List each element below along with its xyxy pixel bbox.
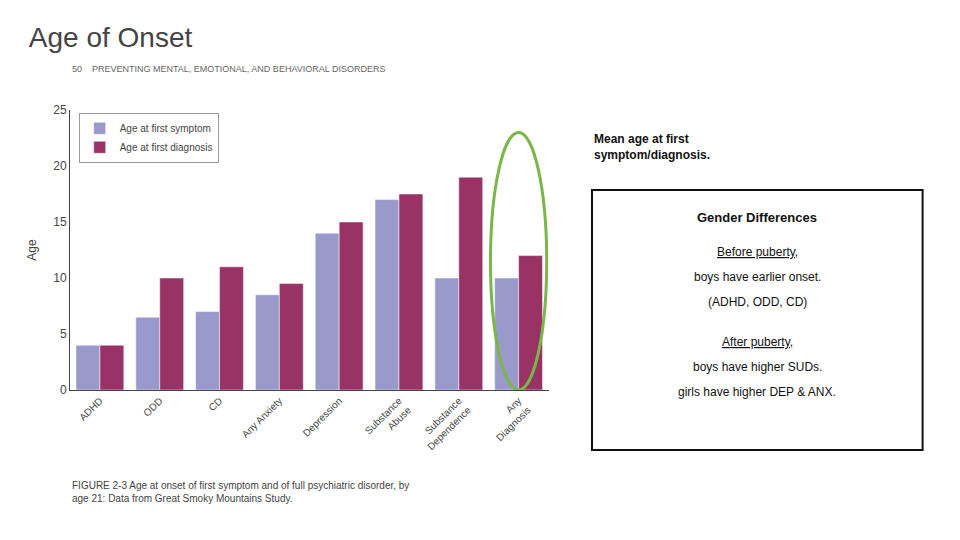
svg-text:50 PREVENTING MENTAL, EMOTI: 50 PREVENTING MENTAL, EMOTIONAL, AND BEH… (72, 64, 385, 74)
svg-text:SubstanceDependence: SubstanceDependence (416, 395, 473, 452)
svg-text:After puberty,: After puberty, (722, 335, 793, 349)
svg-text:Gender Differences: Gender Differences (697, 210, 817, 225)
svg-text:AnyDiagnosis: AnyDiagnosis (485, 395, 533, 443)
svg-text:0: 0 (60, 383, 67, 397)
svg-text:CD: CD (206, 395, 224, 413)
svg-text:25: 25 (53, 103, 67, 117)
svg-text:ADHD: ADHD (77, 395, 105, 423)
svg-text:20: 20 (53, 159, 67, 173)
svg-text:Mean age at firstsymptom/diagn: Mean age at firstsymptom/diagnosis. (594, 132, 710, 162)
svg-text:Age of Onset: Age of Onset (29, 22, 193, 53)
svg-text:10: 10 (53, 271, 67, 285)
svg-text:boys have higher SUDs.: boys have higher SUDs. (693, 360, 822, 374)
svg-text:Any Anxiety: Any Anxiety (240, 395, 285, 440)
svg-text:15: 15 (53, 215, 67, 229)
svg-text:Depression: Depression (301, 395, 345, 439)
svg-text:boys have earlier onset.: boys have earlier onset. (694, 270, 821, 284)
svg-text:Age: Age (25, 239, 39, 261)
svg-text:ODD: ODD (141, 395, 165, 419)
svg-text:SubstanceAbuse: SubstanceAbuse (363, 395, 414, 446)
svg-text:Age at first symptom: Age at first symptom (120, 123, 211, 134)
svg-text:Before puberty,: Before puberty, (717, 245, 798, 259)
svg-text:Age at first diagnosis: Age at first diagnosis (120, 142, 213, 153)
svg-text:FIGURE 2-3 Age at onset of fir: FIGURE 2-3 Age at onset of first symptom… (72, 480, 409, 504)
svg-text:girls have higher DEP & ANX.: girls have higher DEP & ANX. (678, 385, 836, 399)
svg-text:5: 5 (60, 327, 67, 341)
svg-text:(ADHD, ODD, CD): (ADHD, ODD, CD) (708, 295, 807, 309)
